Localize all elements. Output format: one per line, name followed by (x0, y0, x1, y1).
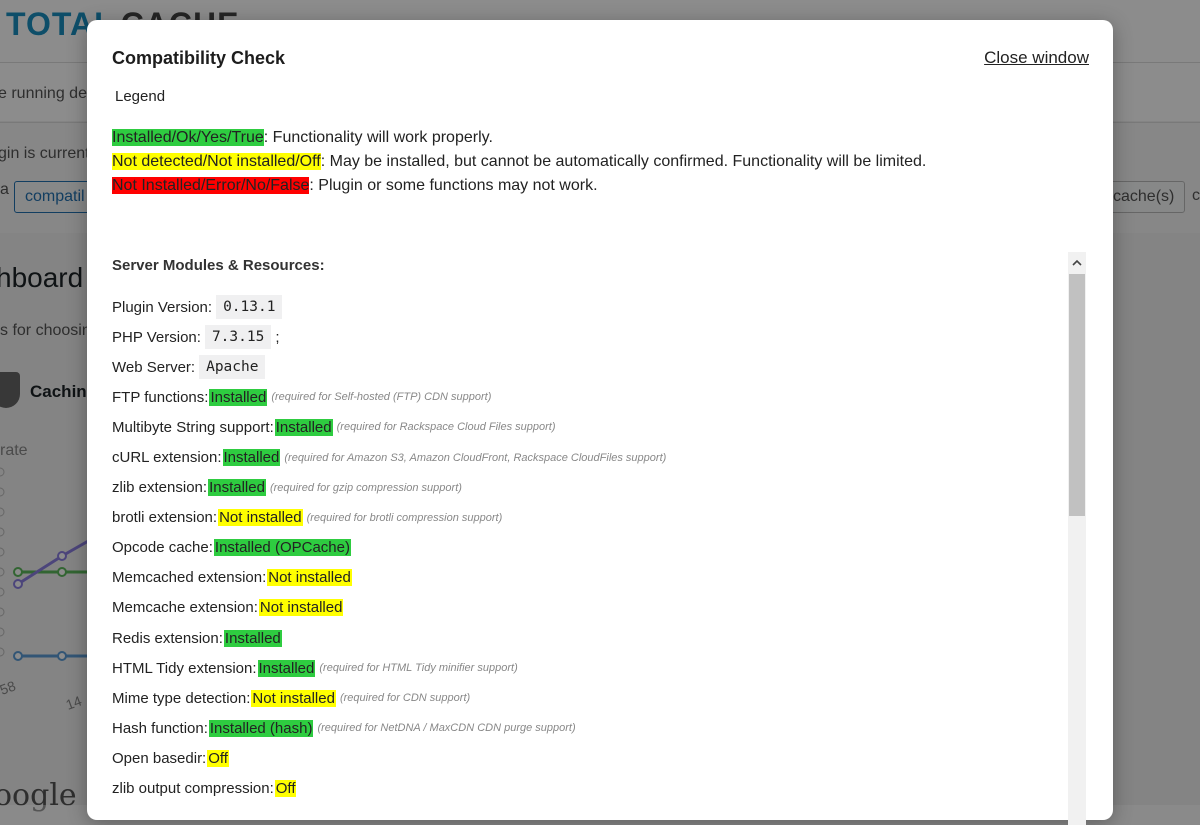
row-note: (required for CDN support) (339, 692, 471, 705)
modules-scroll-area[interactable]: Server Modules & Resources: Plugin Versi… (87, 250, 1113, 825)
status-badge: Installed (222, 449, 281, 467)
status-badge: Installed (257, 659, 316, 677)
legend-tag-ok: Installed/Ok/Yes/True (112, 129, 264, 146)
row-label: brotli extension: (112, 509, 218, 527)
scrollbar-thumb[interactable] (1069, 274, 1085, 516)
legend-title: Legend (115, 88, 166, 105)
row-note: (required for gzip compression support) (269, 481, 462, 494)
legend-tag-error: Not Installed/Error/No/False (112, 177, 310, 194)
list-item: Multibyte String support: Installed (req… (112, 412, 1052, 442)
status-badge: Off (274, 780, 297, 798)
row-suffix: ; (275, 328, 280, 346)
legend-text-ok: : Functionality will work properly. (263, 129, 493, 146)
status-badge: Installed (223, 629, 282, 647)
status-badge: Installed (OPCache) (213, 539, 351, 557)
row-code: 7.3.15 (204, 325, 272, 350)
list-item: cURL extension: Installed (required for … (112, 442, 1052, 472)
row-label: Mime type detection: (112, 689, 251, 707)
row-label: Memcache extension: (112, 599, 258, 617)
dashboard-title: hboard (0, 262, 84, 293)
status-badge: Not installed (218, 509, 303, 527)
modal-title: Compatibility Check (112, 48, 286, 68)
row-note: (required for Amazon S3, Amazon CloudFro… (284, 451, 667, 464)
legend: Installed/Ok/Yes/True: Functionality wil… (112, 126, 926, 198)
caching-icon (0, 372, 20, 408)
list-item: Mime type detection: Not installed (requ… (112, 683, 1052, 713)
list-item: Web Server: Apache (112, 352, 1052, 382)
legend-text-warning: : May be installed, but cannot be automa… (320, 153, 927, 170)
svg-text:58: 58 (0, 677, 18, 697)
list-item: Plugin Version: 0.13.1 (112, 292, 1052, 322)
row-note: (required for Rackspace Cloud Files supp… (336, 421, 556, 434)
list-item: Redis extension: Installed (112, 623, 1052, 653)
modules-list: Plugin Version: 0.13.1 PHP Version: 7.3.… (112, 292, 1052, 804)
chevron-up-icon (1072, 259, 1082, 266)
row-code: Apache (199, 355, 266, 380)
scroll-up-button[interactable] (1068, 252, 1086, 272)
list-item: FTP functions: Installed (required for S… (112, 382, 1052, 412)
row-label: Memcached extension: (112, 569, 267, 587)
row-label: PHP Version: (112, 328, 201, 346)
status-badge: Installed (208, 479, 266, 497)
status-badge: Not installed (258, 599, 344, 617)
status-badge: Installed (209, 388, 268, 406)
legend-item-ok: Installed/Ok/Yes/True: Functionality wil… (112, 126, 926, 150)
list-item: zlib output compression: Off (112, 774, 1052, 804)
row-label: HTML Tidy extension: (112, 659, 257, 677)
legend-text-error: : Plugin or some functions may not work. (309, 177, 598, 194)
row-label: Redis extension: (112, 629, 223, 647)
row-label: Hash function: (112, 719, 208, 737)
row-note: (required for brotli compression support… (306, 511, 503, 524)
list-item: Memcache extension: Not installed (112, 593, 1052, 623)
list-item: Open basedir: Off (112, 743, 1052, 773)
scrollbar[interactable] (1068, 252, 1086, 825)
background-chart: 58 14 (0, 467, 90, 710)
row-label: zlib output compression: (112, 780, 274, 798)
row-label: Plugin Version: (112, 298, 213, 316)
caching-heading: Cachin (30, 382, 87, 401)
list-item: PHP Version: 7.3.15 ; (112, 322, 1052, 352)
row-label: cURL extension: (112, 449, 222, 467)
status-badge: Installed (274, 418, 333, 436)
list-item: Memcached extension: Not installed (112, 563, 1052, 593)
list-item: brotli extension: Not installed (require… (112, 503, 1052, 533)
row-label: zlib extension: (112, 479, 208, 497)
close-window-link[interactable]: Close window (984, 48, 1089, 67)
row-code: 0.13.1 (216, 295, 283, 320)
compatibility-check-button[interactable]: compatil (14, 181, 96, 213)
list-item: zlib extension: Installed (required for … (112, 473, 1052, 503)
status-badge: Not installed (267, 569, 352, 587)
legend-item-error: Not Installed/Error/No/False: Plugin or … (112, 174, 926, 198)
row-note: (required for NetDNA / MaxCDN CDN purge … (317, 722, 576, 735)
row-note: (required for Self-hosted (FTP) CDN supp… (271, 391, 492, 404)
rate-label: rate (0, 442, 28, 459)
list-item: HTML Tidy extension: Installed (required… (112, 653, 1052, 683)
row-label: Web Server: (112, 358, 196, 376)
compatibility-check-modal: Compatibility Check Close window Legend … (87, 20, 1113, 825)
legend-tag-warning: Not detected/Not installed/Off (112, 153, 321, 170)
svg-text:14: 14 (64, 692, 84, 710)
legend-item-warning: Not detected/Not installed/Off: May be i… (112, 150, 926, 174)
status-badge: Off (207, 749, 229, 767)
status-badge: Not installed (251, 689, 336, 707)
list-item: Hash function: Installed (hash) (require… (112, 713, 1052, 743)
row-label: Multibyte String support: (112, 418, 274, 436)
row-label: Opcode cache: (112, 539, 213, 557)
dashboard-subtitle: s for choosin (0, 322, 91, 339)
empty-caches-button[interactable]: cache(s) (1102, 181, 1186, 213)
status-badge: Installed (hash) (208, 719, 314, 737)
section-title: Server Modules & Resources: (112, 257, 325, 274)
row-note: (required for HTML Tidy minifier support… (319, 662, 518, 675)
list-item: Opcode cache: Installed (OPCache) (112, 533, 1052, 563)
row-label: Open basedir: (112, 749, 207, 767)
row-label: FTP functions: (112, 388, 209, 406)
